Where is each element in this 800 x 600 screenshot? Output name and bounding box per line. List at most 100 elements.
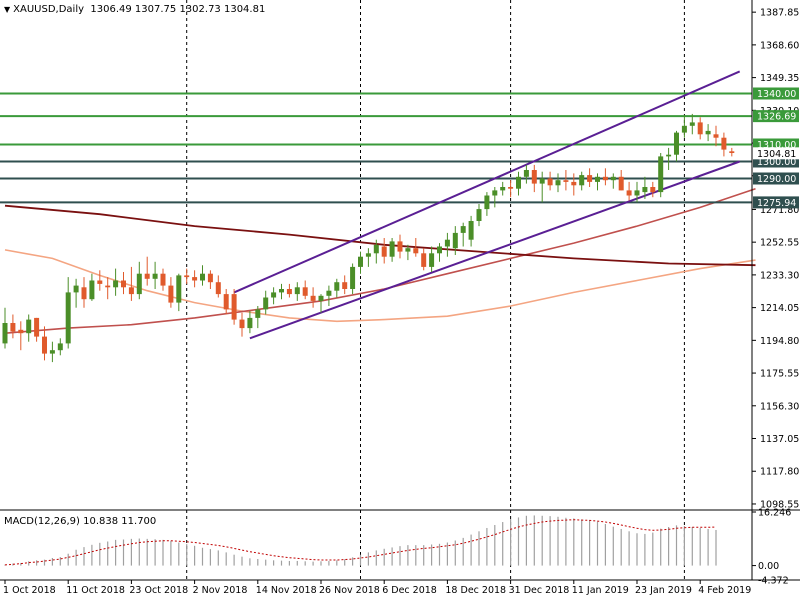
price-tick-label: 1233.30 (760, 270, 799, 281)
time-tick-label: 1 Oct 2018 (3, 585, 56, 596)
time-tick-label: 4 Feb 2019 (698, 585, 751, 596)
candle-body (136, 273, 142, 295)
candle-body (705, 130, 711, 135)
candle (373, 239, 379, 264)
level-tag-label: 1300.00 (757, 157, 796, 168)
candle-body (697, 122, 703, 135)
candle-body (500, 187, 506, 191)
candle (468, 215, 474, 247)
candle (326, 285, 332, 306)
candle-body (26, 319, 32, 334)
candle (429, 246, 435, 272)
candle-body (642, 187, 648, 193)
time-tick-label: 26 Nov 2018 (319, 585, 380, 596)
candle-body (207, 273, 213, 283)
candle (405, 244, 411, 261)
level-labels: 1340.00 1326.69 1310.00 1300.00 1290.00 1275.… (753, 87, 799, 209)
candle (539, 171, 545, 203)
candle (555, 173, 561, 193)
candle-body (128, 287, 134, 295)
candle-body (721, 137, 727, 150)
candle-body (334, 282, 340, 291)
candle-body (121, 280, 126, 288)
candle (342, 275, 348, 295)
candle-body (626, 190, 632, 196)
candle (350, 263, 356, 295)
candle-body (113, 280, 119, 288)
candle-body (279, 289, 284, 293)
candle-body (531, 170, 537, 184)
candle (89, 273, 95, 301)
candle-body (508, 187, 514, 189)
candle (492, 187, 498, 208)
candle-body (689, 122, 695, 126)
candle (65, 277, 71, 349)
candle-body (215, 282, 221, 295)
horizontal-levels[interactable] (0, 92, 752, 204)
candle (587, 168, 593, 187)
candle-body (294, 287, 300, 295)
candle-body (444, 239, 450, 247)
macd-title: MACD(12,26,9) 10.838 11.700 (4, 516, 157, 527)
candle-body (658, 156, 664, 193)
candle (2, 307, 8, 349)
candle-body (389, 241, 395, 257)
price-tick-label: 1214.05 (760, 303, 799, 314)
candle (97, 270, 103, 291)
candle-body (350, 266, 356, 289)
candle-body (476, 209, 482, 221)
candle-body (492, 190, 498, 196)
candle-body (65, 292, 71, 344)
candle (184, 268, 190, 284)
symbol-label: XAUUSD,Daily (13, 4, 85, 15)
candle (10, 314, 16, 339)
price-channel[interactable] (233, 70, 741, 340)
candle-body (421, 253, 427, 267)
candle (34, 317, 40, 342)
candle (57, 338, 63, 356)
candle (460, 222, 466, 247)
level-tag-label: 1326.69 (757, 112, 796, 123)
candle (658, 153, 664, 198)
candle (223, 289, 229, 315)
chart-title: ▼ XAUUSD,Daily 1306.49 1307.75 1302.73 13… (4, 4, 265, 15)
candle-body (200, 273, 205, 281)
candle-body (539, 178, 545, 184)
candle (610, 173, 616, 189)
candle-body (365, 253, 371, 257)
chart-frame (0, 0, 800, 581)
candle-body (73, 285, 79, 293)
candle (531, 164, 537, 193)
candle-body (437, 246, 442, 254)
candle (547, 171, 553, 191)
candle (452, 226, 458, 255)
candle (310, 287, 316, 308)
candle (247, 311, 253, 334)
level-tag-label: 1310.00 (757, 140, 796, 151)
candle-body (602, 176, 608, 181)
candle (365, 248, 371, 267)
candle (255, 306, 261, 329)
candle (73, 278, 79, 308)
candle (381, 238, 387, 264)
price-tick-label: 1387.85 (760, 8, 799, 19)
candle-body (610, 176, 616, 181)
candle (144, 256, 150, 286)
macd-tick-label: 0.00 (758, 561, 779, 572)
candle (721, 132, 727, 157)
candle-body (555, 180, 561, 186)
level-tag (753, 196, 799, 209)
candle-body (523, 170, 529, 177)
collapse-triangle-icon[interactable]: ▼ (4, 5, 11, 14)
time-tick-label: 14 Nov 2018 (256, 585, 317, 596)
candle (508, 180, 514, 198)
candle (136, 261, 142, 300)
candle-body (579, 175, 585, 186)
candle-body (176, 275, 182, 303)
candle-body (42, 336, 47, 354)
candle-body (595, 176, 600, 182)
candle (476, 204, 482, 227)
candle-body (484, 195, 490, 210)
